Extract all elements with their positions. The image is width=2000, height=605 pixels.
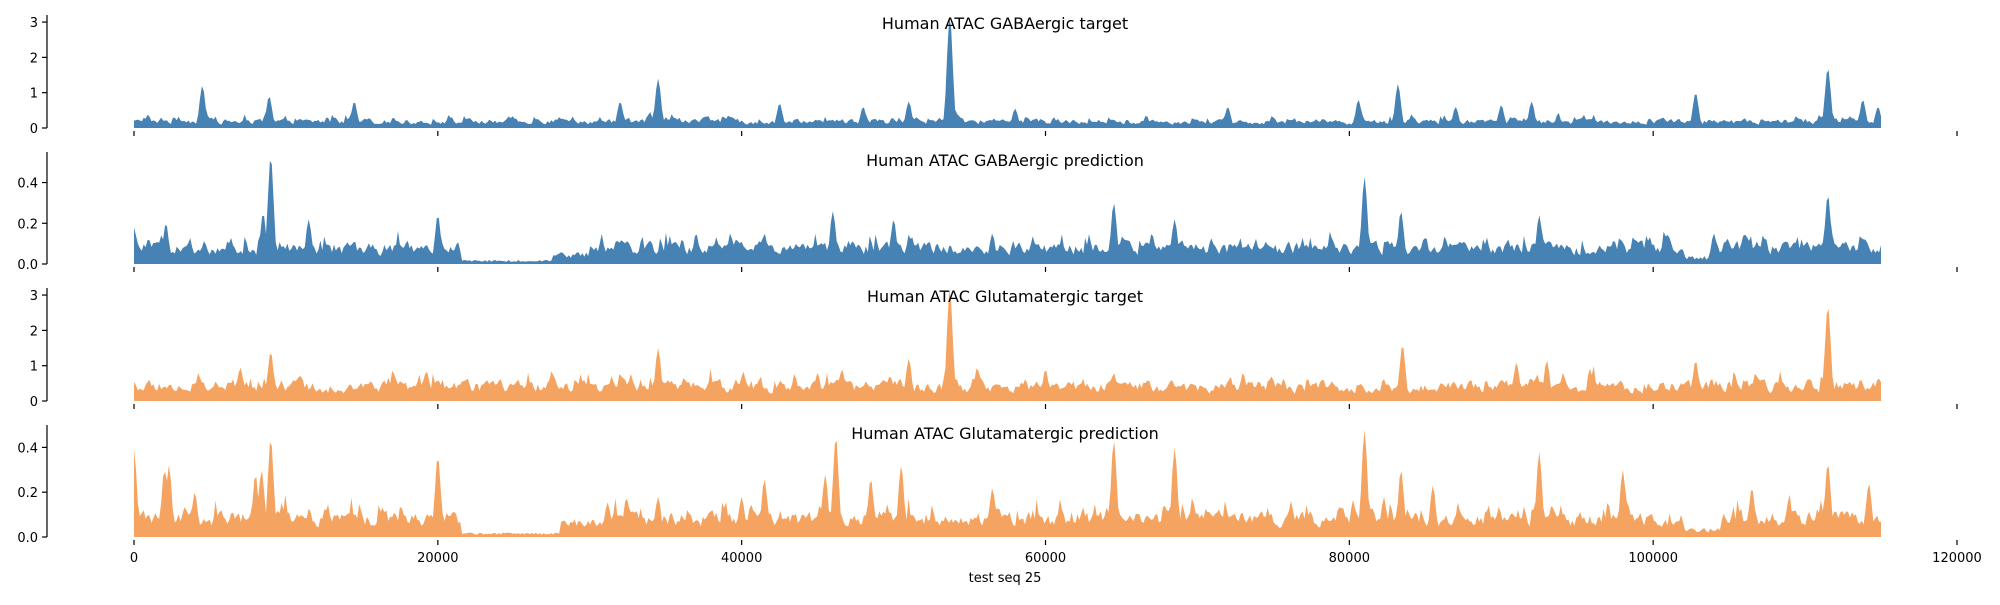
y-tick-label-1-3: 3 <box>30 16 38 31</box>
x-tick-label-6: 120000 <box>1932 551 1982 566</box>
y-tick-label-2-2: 0.4 <box>17 177 38 192</box>
y-tick-label-3-1: 1 <box>30 360 38 375</box>
x-tick-label-1: 20000 <box>417 551 458 566</box>
area-series-3 <box>134 289 1881 401</box>
x-tick-label-2: 40000 <box>721 551 762 566</box>
area-series-2 <box>134 160 1881 264</box>
y-tick-label-4-1: 0.2 <box>17 486 38 501</box>
x-axis-label: test seq 25 <box>969 571 1042 586</box>
y-tick-label-2-0: 0.0 <box>17 258 38 273</box>
y-tick-label-3-3: 3 <box>30 289 38 304</box>
panel-title-4: Human ATAC Glutamatergic prediction <box>851 424 1159 443</box>
panel-3: 0 1 2 3 Human ATAC Glutamatergic target <box>30 287 1958 410</box>
area-series-1 <box>134 16 1881 128</box>
x-tick-label-0: 0 <box>130 551 138 566</box>
x-tick-label-5: 100000 <box>1628 551 1678 566</box>
x-tick-label-4: 80000 <box>1329 551 1370 566</box>
area-series-4 <box>134 429 1881 537</box>
y-tick-label-1-1: 1 <box>30 87 38 102</box>
panels-layer: 0 1 2 3 Human ATAC GABAergic target 0.0 0.2 0.4… <box>17 14 1958 546</box>
x-axis: 0 20000 40000 60000 80000 100000 120000 <box>130 551 1982 566</box>
y-tick-label-4-2: 0.4 <box>17 441 38 456</box>
panel-title-1: Human ATAC GABAergic target <box>882 14 1128 33</box>
panel-title-3: Human ATAC Glutamatergic target <box>867 287 1143 306</box>
panel-title-2: Human ATAC GABAergic prediction <box>866 151 1144 170</box>
y-tick-label-1-0: 0 <box>30 122 38 137</box>
y-tick-label-3-0: 0 <box>30 395 38 410</box>
y-tick-label-4-0: 0.0 <box>17 531 38 546</box>
panel-4: 0.0 0.2 0.4 Human ATAC Glutamatergic predic… <box>17 424 1958 546</box>
x-tick-label-3: 60000 <box>1025 551 1066 566</box>
y-tick-label-1-2: 2 <box>30 51 38 66</box>
panel-1: 0 1 2 3 Human ATAC GABAergic target <box>30 14 1958 137</box>
y-tick-label-2-1: 0.2 <box>17 217 38 232</box>
panel-2: 0.0 0.2 0.4 Human ATAC GABAergic prediction <box>17 151 1958 273</box>
y-tick-label-3-2: 2 <box>30 324 38 339</box>
